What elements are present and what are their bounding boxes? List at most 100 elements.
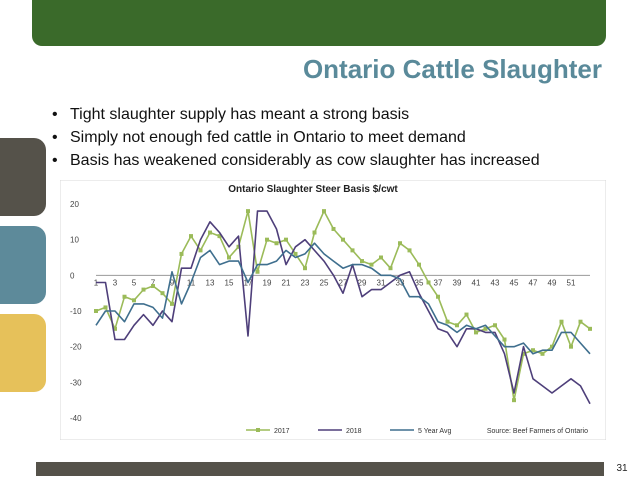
series-point [483, 326, 488, 331]
legend-label: 2017 [274, 428, 290, 435]
x-tick-label: 29 [358, 278, 367, 287]
x-tick-label: 13 [206, 278, 215, 287]
series-point [179, 251, 184, 256]
series-point [227, 255, 231, 260]
series-point [464, 312, 469, 317]
x-tick-label: 3 [113, 278, 118, 287]
series-point [341, 237, 345, 242]
bullet-item: Tight slaughter supply has meant a stron… [52, 103, 540, 126]
series-point [388, 266, 393, 271]
side-tab-yellow [0, 314, 46, 392]
x-tick-label: 47 [529, 278, 538, 287]
series-point [426, 280, 431, 285]
x-tick-label: 19 [263, 278, 272, 287]
series-point [398, 241, 402, 246]
y-tick-label: -30 [70, 378, 82, 387]
chart-svg: Ontario Slaughter Steer Basis $/cwt 20 10 0… [60, 180, 606, 440]
series-point [303, 266, 307, 271]
series-point [417, 262, 421, 267]
series-point [550, 344, 554, 349]
series-point [360, 259, 364, 264]
series-point [512, 398, 516, 403]
series-point [274, 241, 279, 246]
series-point [122, 294, 127, 299]
x-tick-label: 51 [567, 278, 576, 287]
series-point [160, 291, 165, 296]
series-point [94, 309, 98, 313]
series-point [132, 298, 136, 303]
x-tick-label: 45 [510, 278, 519, 287]
chart-source: Source: Beef Farmers of Ontario [487, 428, 588, 435]
series-point [322, 209, 326, 214]
series-point [312, 230, 317, 235]
bullet-list: Tight slaughter supply has meant a stron… [52, 103, 540, 172]
steer-basis-chart: Ontario Slaughter Steer Basis $/cwt 20 10 0… [60, 180, 606, 440]
chart-frame [60, 180, 606, 440]
series-point [208, 230, 212, 235]
series-point [559, 319, 564, 324]
series-point [284, 237, 288, 242]
series-point [265, 237, 269, 242]
series-point [445, 319, 450, 324]
x-tick-label: 25 [320, 278, 329, 287]
x-tick-label: 15 [225, 278, 234, 287]
series-point [189, 234, 193, 239]
series-point [379, 255, 383, 260]
series-point [151, 284, 155, 289]
page-number: 31 [606, 462, 638, 476]
series-point [436, 294, 440, 299]
series-point [350, 248, 355, 253]
x-tick-label: 23 [301, 278, 310, 287]
chart-title: Ontario Slaughter Steer Basis $/cwt [228, 184, 398, 195]
side-tab-blue [0, 226, 46, 304]
series-point [521, 351, 526, 356]
slide-title: Ontario Cattle Slaughter [302, 54, 602, 84]
x-tick-label: 41 [472, 278, 481, 287]
x-tick-label: 9 [170, 278, 175, 287]
series-point [103, 305, 108, 310]
x-tick-label: 35 [415, 278, 424, 287]
y-tick-label: 10 [70, 236, 79, 245]
side-tab-dark [0, 138, 46, 216]
x-tick-label: 21 [282, 278, 291, 287]
series-point [293, 251, 298, 256]
x-tick-label: 33 [396, 278, 405, 287]
series-point [502, 337, 507, 342]
x-tick-label: 5 [132, 278, 137, 287]
bullet-item: Basis has weakened considerably as cow s… [52, 149, 540, 172]
x-tick-label: 49 [548, 278, 557, 287]
x-tick-label: 37 [434, 278, 443, 287]
series-point [369, 262, 374, 267]
y-tick-label: -10 [70, 307, 82, 316]
x-tick-label: 27 [339, 278, 348, 287]
x-tick-label: 31 [377, 278, 386, 287]
series-point [255, 269, 260, 274]
y-tick-label: 0 [70, 271, 75, 280]
series-point [455, 323, 459, 328]
y-tick-label: -40 [70, 414, 82, 423]
legend-marker [256, 428, 260, 432]
series-line [96, 210, 591, 405]
legend-label: 5 Year Avg [418, 428, 451, 435]
series-point [246, 209, 250, 214]
series-point [407, 248, 412, 253]
series-point [141, 287, 146, 292]
series-point [493, 323, 497, 328]
series-point [569, 344, 573, 349]
footer-bar [36, 462, 604, 476]
x-tick-label: 39 [453, 278, 462, 287]
series-point [113, 326, 117, 331]
series-point [331, 226, 336, 231]
bullet-item: Simply not enough fed cattle in Ontario … [52, 126, 540, 149]
top-banner [32, 0, 606, 46]
series-point [588, 326, 592, 331]
y-tick-label: -20 [70, 343, 82, 352]
series-point [540, 351, 545, 356]
series-point [236, 244, 241, 249]
series-point [531, 348, 535, 353]
series-point [578, 319, 583, 324]
x-tick-label: 43 [491, 278, 500, 287]
series-point [217, 234, 222, 239]
series-point [198, 248, 203, 253]
series-line [95, 242, 591, 355]
